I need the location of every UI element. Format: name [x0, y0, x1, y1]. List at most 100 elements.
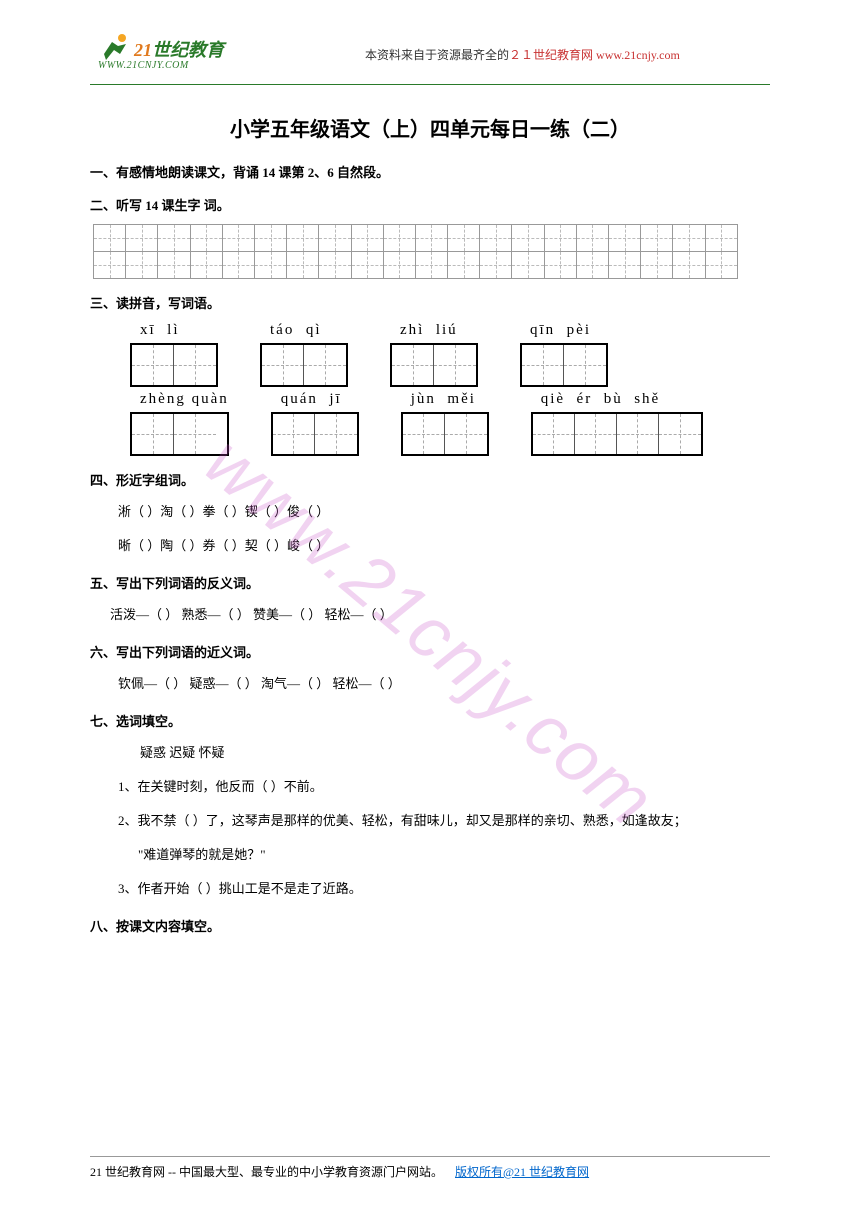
logo: 21世纪教育 WWW.21CNJY.COM: [90, 30, 245, 78]
write-grid-cell: [383, 251, 416, 279]
q7-item1: 1、在关键时刻，他反而（ ）不前。: [118, 774, 770, 800]
footer-divider: [90, 1156, 770, 1157]
pinyin-label: qiè ér bù shě: [531, 391, 703, 408]
write-grid-cell: [222, 251, 255, 279]
write-grid-cell: [479, 224, 512, 252]
write-grid-cell: [222, 224, 255, 252]
pinyin-label: zhì liú: [390, 322, 478, 339]
q4-line2: 晰（ ）陶（ ）券（ ）契（ ）峻（ ）: [118, 533, 770, 559]
pinyin-group: zhì liú: [390, 322, 478, 387]
pinyin-box-cell: [434, 345, 476, 385]
q5-line: 活泼—（ ） 熟悉—（ ） 赞美—（ ） 轻松—（ ）: [110, 602, 770, 628]
write-grid-cell: [447, 224, 480, 252]
write-grid-cell: [479, 251, 512, 279]
write-grid-cell: [254, 251, 287, 279]
write-grid-cell: [640, 251, 673, 279]
write-grid-cell: [157, 224, 190, 252]
pinyin-row: xī lì táo qì zhì liú qīn pèi: [130, 322, 770, 387]
pinyin-box-cell: [564, 345, 606, 385]
footer-rights-link[interactable]: 版权所有@21 世纪教育网: [455, 1165, 589, 1179]
write-grid-cell: [544, 224, 577, 252]
write-grid-cell: [576, 251, 609, 279]
write-grid-cell: [286, 251, 319, 279]
write-grid-row: [94, 224, 770, 252]
pinyin-group: zhèng quàn: [130, 391, 229, 456]
pinyin-group: qīn pèi: [520, 322, 608, 387]
pinyin-box-cell: [533, 414, 575, 454]
write-grid-cell: [608, 251, 641, 279]
write-grid-cell: [640, 224, 673, 252]
pinyin-label: zhèng quàn: [130, 391, 229, 408]
write-grid-cell: [351, 251, 384, 279]
write-grid-row: [94, 251, 770, 279]
pinyin-box: [130, 412, 229, 456]
section-7-head: 七、选词填空。: [90, 711, 770, 730]
section-3-head: 三、读拼音，写词语。: [90, 293, 770, 312]
write-grid-cell: [318, 224, 351, 252]
pinyin-box: [130, 343, 218, 387]
section-2-head: 二、听写 14 课生字 词。: [90, 195, 770, 214]
section-1-head: 一、有感情地朗读课文，背诵 14 课第 2、6 自然段。: [90, 162, 770, 181]
section-8-head: 八、按课文内容填空。: [90, 916, 770, 935]
pinyin-box-cell: [132, 414, 174, 454]
section-4-head: 四、形近字组词。: [90, 470, 770, 489]
write-grid-cell: [383, 224, 416, 252]
pinyin-box-cell: [403, 414, 445, 454]
write-grid-cell: [157, 251, 190, 279]
pinyin-group: qiè ér bù shě: [531, 391, 703, 456]
pinyin-group: quán jī: [271, 391, 359, 456]
write-grid-cell: [190, 251, 223, 279]
header-divider: [90, 84, 770, 85]
section-5-head: 五、写出下列词语的反义词。: [90, 573, 770, 592]
write-grid-cell: [93, 224, 126, 252]
write-grid-cell: [93, 251, 126, 279]
logo-url: WWW.21CNJY.COM: [98, 60, 189, 71]
page-header: 21世纪教育 WWW.21CNJY.COM 本资料来自于资源最齐全的２１世纪教育…: [90, 30, 770, 78]
page-footer: 21 世纪教育网 -- 中国最大型、最专业的中小学教育资源门户网站。 版权所有@…: [90, 1156, 770, 1180]
q7-item2b: "难道弹琴的就是她？": [138, 842, 770, 868]
pinyin-box-cell: [174, 414, 216, 454]
pinyin-section: xī lì táo qì zhì liú qīn pèi zhèng quàn quán …: [130, 322, 770, 456]
write-grid-cell: [415, 224, 448, 252]
pinyin-group: táo qì: [260, 322, 348, 387]
pinyin-group: xī lì: [130, 322, 218, 387]
write-grid-cell: [415, 251, 448, 279]
write-grid-cell: [447, 251, 480, 279]
q7-item3: 3、作者开始（ ）挑山工是不是走了近路。: [118, 876, 770, 902]
pinyin-box-cell: [315, 414, 357, 454]
q4-line1: 淅（ ）淘（ ）拳（ ）锲（ ）俊（ ）: [118, 499, 770, 525]
q7-item2: 2、我不禁（ ）了，这琴声是那样的优美、轻松，有甜味儿，却又是那样的亲切、熟悉，…: [118, 808, 770, 834]
write-grid-cell: [190, 224, 223, 252]
header-attribution: 本资料来自于资源最齐全的２１世纪教育网 www.21cnjy.com: [365, 46, 680, 63]
write-grid-cell: [672, 224, 705, 252]
write-grid-cell: [125, 251, 158, 279]
pinyin-box: [520, 343, 608, 387]
logo-text: 21世纪教育: [134, 36, 224, 62]
pinyin-box-cell: [174, 345, 216, 385]
pinyin-box-cell: [575, 414, 617, 454]
write-grid-cell: [125, 224, 158, 252]
write-grid-cell: [672, 251, 705, 279]
pinyin-box-cell: [659, 414, 701, 454]
pinyin-label: táo qì: [260, 322, 348, 339]
write-grid-cell: [318, 251, 351, 279]
write-grid-cell: [544, 251, 577, 279]
pinyin-box: [401, 412, 489, 456]
section-6-head: 六、写出下列词语的近义词。: [90, 642, 770, 661]
pinyin-box-cell: [273, 414, 315, 454]
pinyin-box-cell: [132, 345, 174, 385]
pinyin-box-cell: [304, 345, 346, 385]
pinyin-label: jùn měi: [401, 391, 489, 408]
pinyin-row: zhèng quàn quán jī jùn měi qiè ér bù shě: [130, 391, 770, 456]
write-grid-cell: [511, 224, 544, 252]
pinyin-group: jùn měi: [401, 391, 489, 456]
pinyin-box-cell: [392, 345, 434, 385]
page-title: 小学五年级语文（上）四单元每日一练（二）: [90, 113, 770, 142]
write-grid: [90, 224, 770, 279]
pinyin-label: quán jī: [271, 391, 359, 408]
pinyin-box-cell: [617, 414, 659, 454]
write-grid-cell: [705, 251, 738, 279]
write-grid-cell: [705, 224, 738, 252]
write-grid-cell: [286, 224, 319, 252]
pinyin-box: [271, 412, 359, 456]
